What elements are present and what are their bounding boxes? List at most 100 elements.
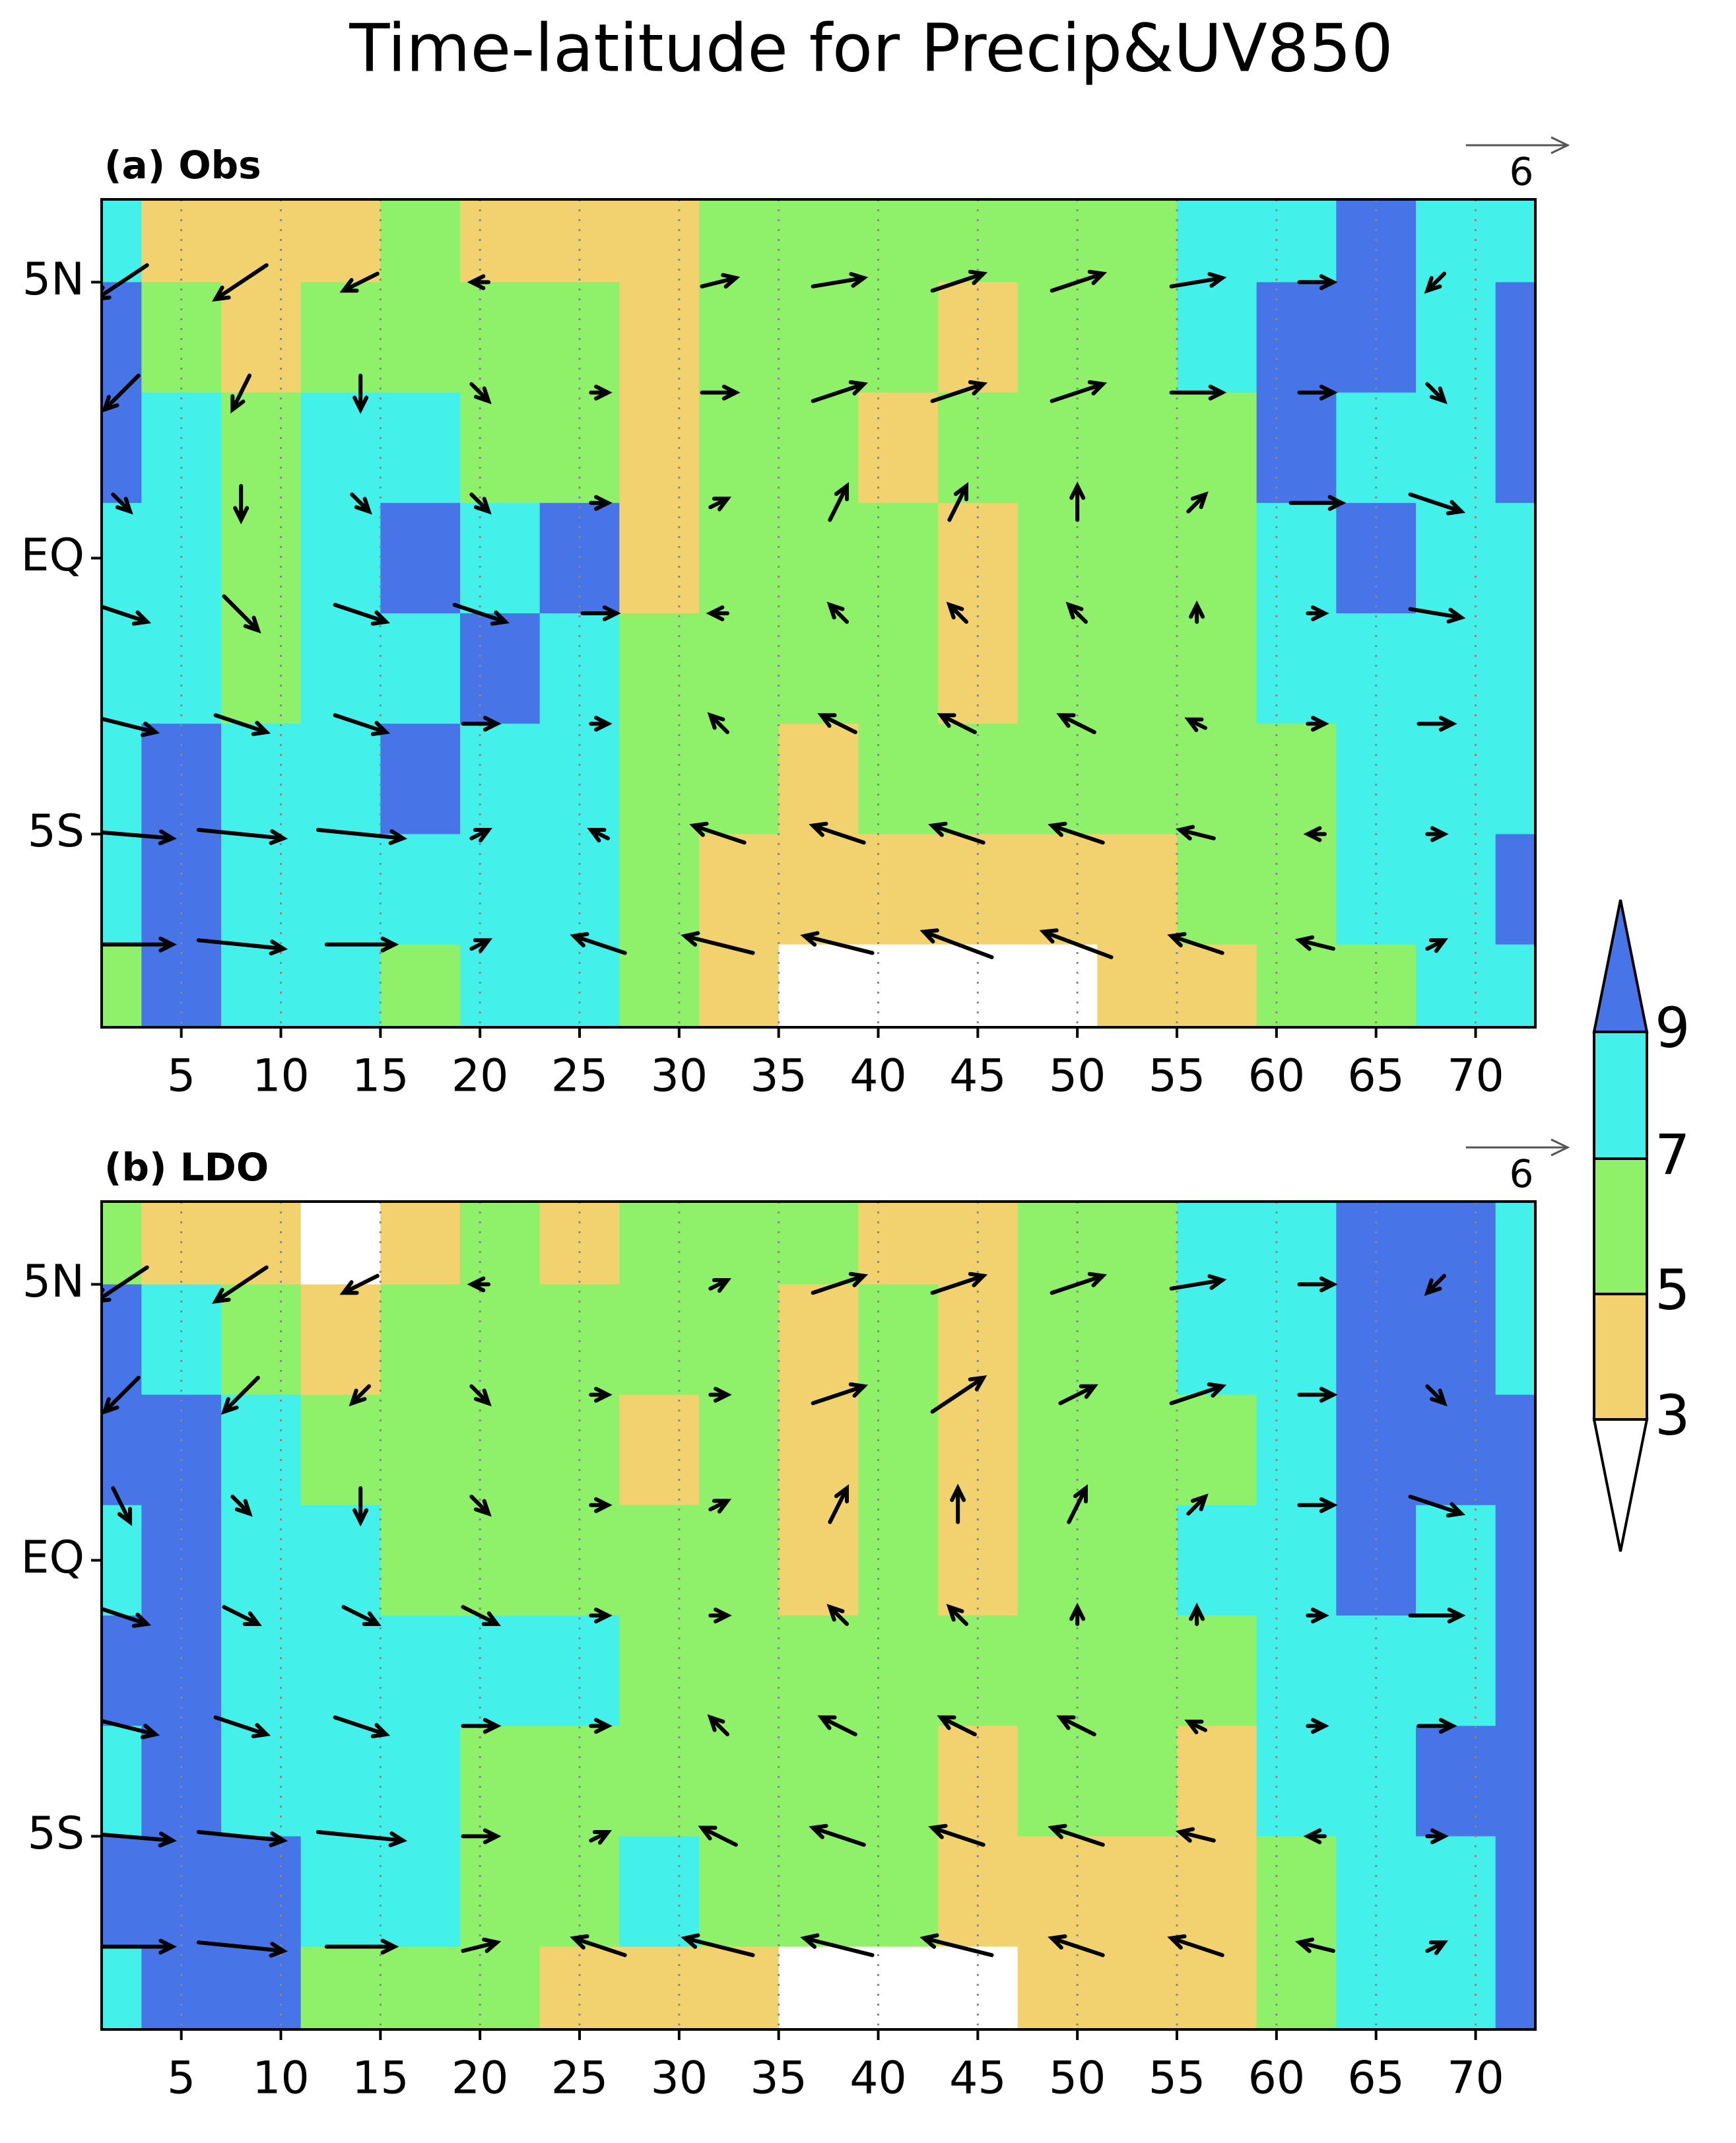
- wind-vector: [1408, 1608, 1466, 1623]
- precip-cell: [858, 724, 939, 835]
- wind-vector: [196, 827, 288, 845]
- wind-vector: [708, 1277, 732, 1293]
- precip-cell: [1177, 724, 1257, 835]
- wind-vector: [102, 716, 160, 737]
- wind-vector: [826, 601, 850, 624]
- precip-cell: [1495, 1946, 1535, 2029]
- precip-cell: [1097, 392, 1178, 504]
- precip-cell: [1336, 1505, 1417, 1616]
- precip-cell: [1097, 1202, 1178, 1285]
- precip-cell: [1256, 1505, 1337, 1616]
- precip-cell: [858, 502, 939, 614]
- wind-vector: [809, 821, 866, 845]
- precip-cell: [380, 392, 461, 504]
- precip-cell: [539, 724, 620, 835]
- x-tick-label: 40: [850, 1050, 907, 1103]
- precip-cell: [1495, 834, 1535, 945]
- precip-cell: [778, 834, 859, 945]
- wind-vector: [706, 605, 730, 621]
- precip-cell: [778, 1505, 859, 1616]
- precip-cell: [460, 1726, 541, 1837]
- precip-cell: [1416, 199, 1496, 283]
- precip-cell: [1416, 1616, 1496, 1727]
- precip-cell: [300, 1616, 382, 1727]
- precip-cell: [1097, 502, 1178, 614]
- precip-cell: [778, 613, 859, 725]
- colorbar-label: 9: [1655, 996, 1690, 1060]
- precip-cell: [300, 1284, 382, 1396]
- wind-vector: [1050, 380, 1108, 403]
- wind-vector: [102, 1718, 160, 1740]
- precip-cell: [858, 1616, 939, 1727]
- wind-vector: [333, 1715, 391, 1738]
- wind-vector: [1058, 1384, 1098, 1406]
- precip-cell: [1256, 502, 1337, 614]
- x-tick-label: 65: [1347, 1050, 1405, 1103]
- precip-cell: [1256, 1946, 1337, 2029]
- y-tick-label: 5S: [28, 805, 84, 858]
- x-tick-label: 15: [352, 2053, 409, 2105]
- precip-cell: [1017, 613, 1098, 725]
- precip-cell: [1336, 1946, 1417, 2029]
- precip-cell: [1177, 834, 1257, 945]
- x-tick-label: 10: [252, 2053, 310, 2105]
- precip-cell: [380, 1836, 461, 1948]
- precip-cell: [221, 502, 302, 614]
- precip-cell: [539, 944, 620, 1027]
- precip-cell: [1495, 724, 1535, 835]
- precip-cell: [141, 1616, 222, 1727]
- precip-cell: [460, 1836, 541, 1948]
- x-tick-label: 45: [949, 2053, 1007, 2105]
- precip-cell: [858, 834, 939, 945]
- precip-cell: [619, 834, 700, 945]
- precip-cell: [460, 392, 541, 504]
- precip-cell: [460, 1202, 541, 1285]
- wind-vector: [1169, 1382, 1227, 1406]
- wind-vector: [469, 382, 492, 405]
- x-tick-label: 30: [651, 1050, 708, 1103]
- wind-vector: [937, 1715, 977, 1737]
- precip-cell: [221, 724, 302, 835]
- wind-vector: [213, 713, 271, 736]
- precip-cell: [1097, 724, 1178, 835]
- precip-cell: [380, 1616, 461, 1727]
- precip-cell: [1495, 613, 1535, 725]
- wind-vector: [102, 829, 177, 846]
- precip-cell: [1256, 1284, 1337, 1396]
- wind-vector: [111, 492, 133, 515]
- precip-cell: [938, 282, 1018, 393]
- precip-cell: [380, 1946, 461, 2029]
- precip-cell: [1495, 1202, 1535, 1285]
- x-tick-label: 35: [750, 2053, 807, 2105]
- precip-cell: [1017, 1946, 1098, 2029]
- precip-cell: [858, 282, 939, 393]
- wind-vector: [1425, 938, 1449, 953]
- precip-cell: [1177, 613, 1257, 725]
- precip-cell: [1017, 199, 1098, 283]
- wind-vector: [1408, 492, 1466, 516]
- x-tick-label: 25: [551, 1050, 609, 1103]
- wind-vector: [1424, 1274, 1447, 1296]
- wind-vector: [928, 1823, 985, 1847]
- precip-cell: [1416, 1505, 1496, 1616]
- precip-cell: [1097, 1836, 1178, 1948]
- plot-frame: [100, 198, 1537, 1029]
- precip-cell: [141, 502, 222, 614]
- wind-vector: [1048, 821, 1105, 845]
- precip-cell: [1336, 1284, 1417, 1396]
- wind-vector: [102, 1375, 141, 1415]
- wind-vector: [102, 936, 177, 953]
- wind-vector: [1167, 932, 1224, 955]
- wind-vector: [1424, 271, 1447, 294]
- wind-vector: [222, 1605, 262, 1626]
- x-tick-label: 50: [1049, 2053, 1106, 2105]
- wind-vector: [589, 1497, 613, 1513]
- precip-cell: [300, 502, 382, 614]
- precip-cell: [778, 1726, 859, 1837]
- precip-cell: [1495, 1394, 1535, 1506]
- wind-vector: [196, 1829, 288, 1847]
- wind-vector: [1297, 1386, 1338, 1403]
- x-tick-label: 5: [167, 1050, 195, 1103]
- x-tick-label: 50: [1049, 1050, 1106, 1103]
- y-tick-label: EQ: [21, 1532, 85, 1584]
